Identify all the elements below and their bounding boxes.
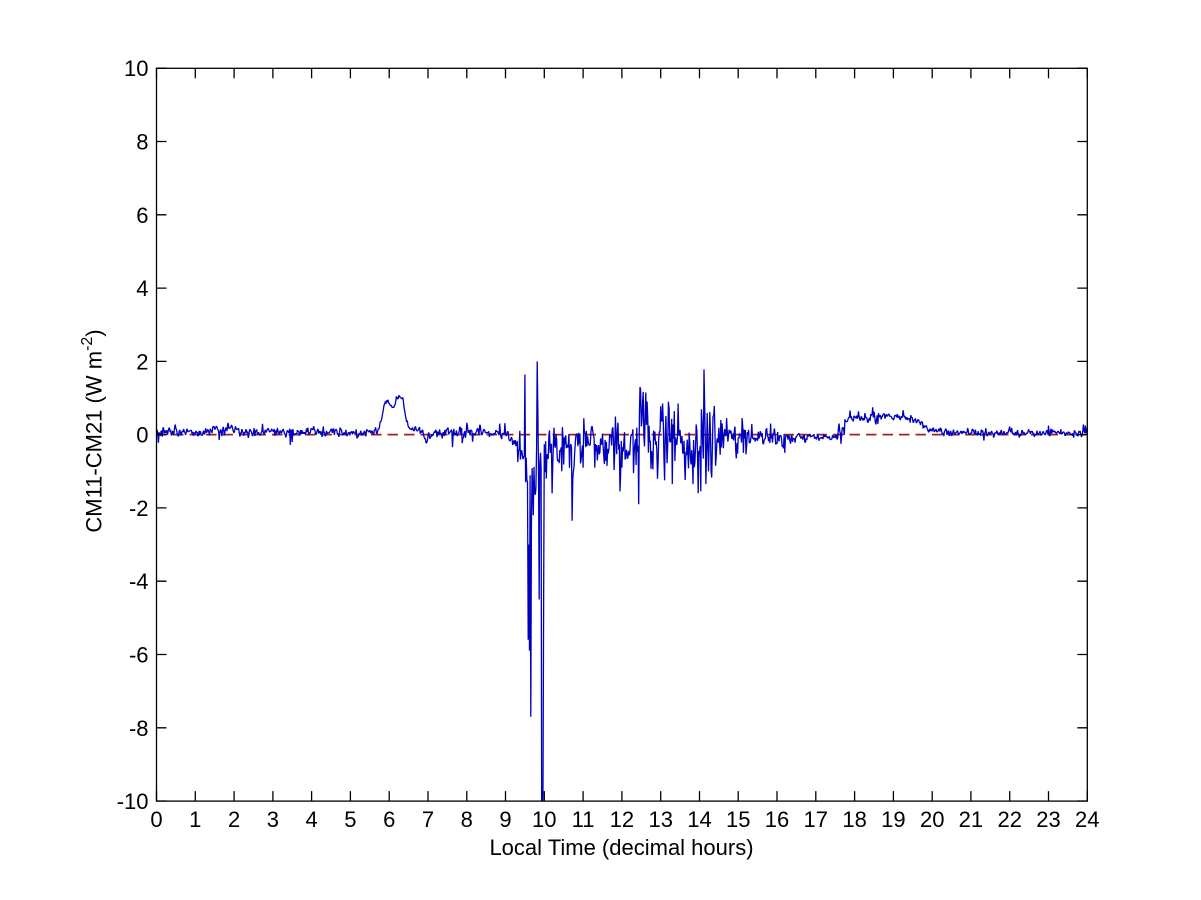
svg-text:-6: -6 <box>129 643 149 668</box>
svg-text:-8: -8 <box>129 716 149 741</box>
svg-text:20: 20 <box>920 807 944 832</box>
svg-text:17: 17 <box>804 807 828 832</box>
svg-text:2: 2 <box>228 807 240 832</box>
svg-text:Local Time (decimal hours): Local Time (decimal hours) <box>489 835 753 860</box>
svg-text:0: 0 <box>150 807 162 832</box>
svg-text:12: 12 <box>610 807 634 832</box>
svg-text:10: 10 <box>532 807 556 832</box>
svg-text:23: 23 <box>1036 807 1060 832</box>
svg-text:0: 0 <box>136 423 148 448</box>
svg-text:-4: -4 <box>129 569 149 594</box>
svg-text:18: 18 <box>842 807 866 832</box>
svg-text:2: 2 <box>136 349 148 374</box>
svg-text:13: 13 <box>648 807 672 832</box>
svg-text:6: 6 <box>136 203 148 228</box>
svg-text:24: 24 <box>1075 807 1099 832</box>
svg-text:8: 8 <box>136 130 148 155</box>
svg-text:5: 5 <box>344 807 356 832</box>
svg-text:6: 6 <box>383 807 395 832</box>
svg-text:7: 7 <box>422 807 434 832</box>
svg-text:15: 15 <box>726 807 750 832</box>
svg-text:8: 8 <box>461 807 473 832</box>
svg-text:-10: -10 <box>117 789 149 814</box>
svg-text:9: 9 <box>499 807 511 832</box>
svg-text:4: 4 <box>305 807 317 832</box>
svg-text:10: 10 <box>124 56 148 81</box>
svg-text:1: 1 <box>189 807 201 832</box>
svg-text:CM11-CM21 (W m-2): CM11-CM21 (W m-2) <box>79 329 107 532</box>
svg-text:-2: -2 <box>129 496 149 521</box>
svg-text:11: 11 <box>572 807 595 832</box>
svg-text:3: 3 <box>267 807 279 832</box>
svg-text:21: 21 <box>959 807 983 832</box>
svg-text:22: 22 <box>997 807 1021 832</box>
svg-text:16: 16 <box>765 807 789 832</box>
svg-text:19: 19 <box>881 807 905 832</box>
svg-text:4: 4 <box>136 276 148 301</box>
svg-text:14: 14 <box>687 807 711 832</box>
